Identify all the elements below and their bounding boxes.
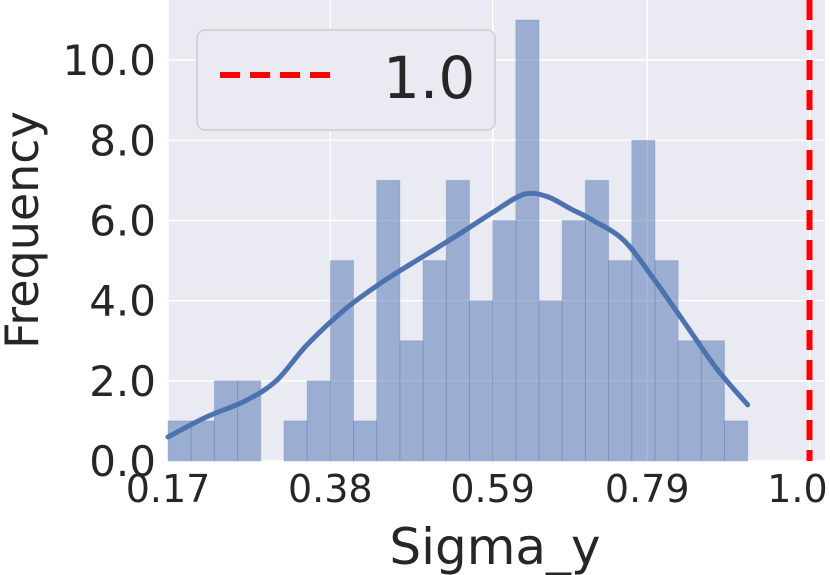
legend-box (196, 29, 496, 131)
y-axis-label: Frequency (0, 111, 49, 349)
histogram-bar (213, 380, 239, 462)
histogram-bar (492, 219, 517, 462)
histogram-bar (561, 219, 586, 462)
y-tick-labels: 0.0 2.0 4.0 6.0 8.0 10.0 (62, 36, 156, 486)
x-tick-labels: 0.17 0.38 0.59 0.79 1.00 (126, 467, 830, 511)
histogram-bar (538, 300, 563, 462)
histogram-bar (329, 260, 355, 462)
histogram-bar (631, 139, 656, 462)
y-tick-label: 6.0 (89, 196, 156, 245)
histogram-bar (190, 420, 215, 462)
x-tick-label: 0.38 (288, 467, 373, 511)
legend-label: 1.0 (383, 44, 475, 112)
histogram-bar (306, 380, 331, 462)
histogram-bar (283, 420, 308, 462)
histogram-bar (445, 179, 470, 462)
histogram-bar (608, 260, 633, 462)
histogram-bar (468, 300, 494, 462)
y-tick-label: 4.0 (89, 277, 156, 326)
histogram-bars (167, 19, 749, 462)
x-tick-label: 0.17 (126, 467, 211, 511)
histogram-bar (353, 420, 378, 462)
histogram-bar (399, 340, 424, 462)
histogram-bar (677, 340, 702, 462)
histogram-bar (376, 179, 401, 462)
kde-curve (165, 190, 751, 440)
histogram-bar (515, 19, 540, 462)
legend: 1.0 (196, 29, 496, 131)
histogram-bar (422, 260, 447, 462)
x-tick-label: 0.59 (450, 467, 535, 511)
histogram-bar (700, 340, 726, 462)
y-tick-label: 10.0 (62, 36, 156, 85)
y-tick-label: 0.0 (89, 437, 156, 486)
histogram-bar (654, 260, 679, 462)
x-tick-label: 0.79 (605, 467, 690, 511)
x-axis-label: Sigma_y (389, 518, 600, 575)
histogram-bar (724, 420, 749, 462)
y-tick-label: 8.0 (89, 116, 156, 165)
y-tick-label: 2.0 (89, 357, 156, 406)
x-tick-label: 1.00 (767, 467, 830, 511)
